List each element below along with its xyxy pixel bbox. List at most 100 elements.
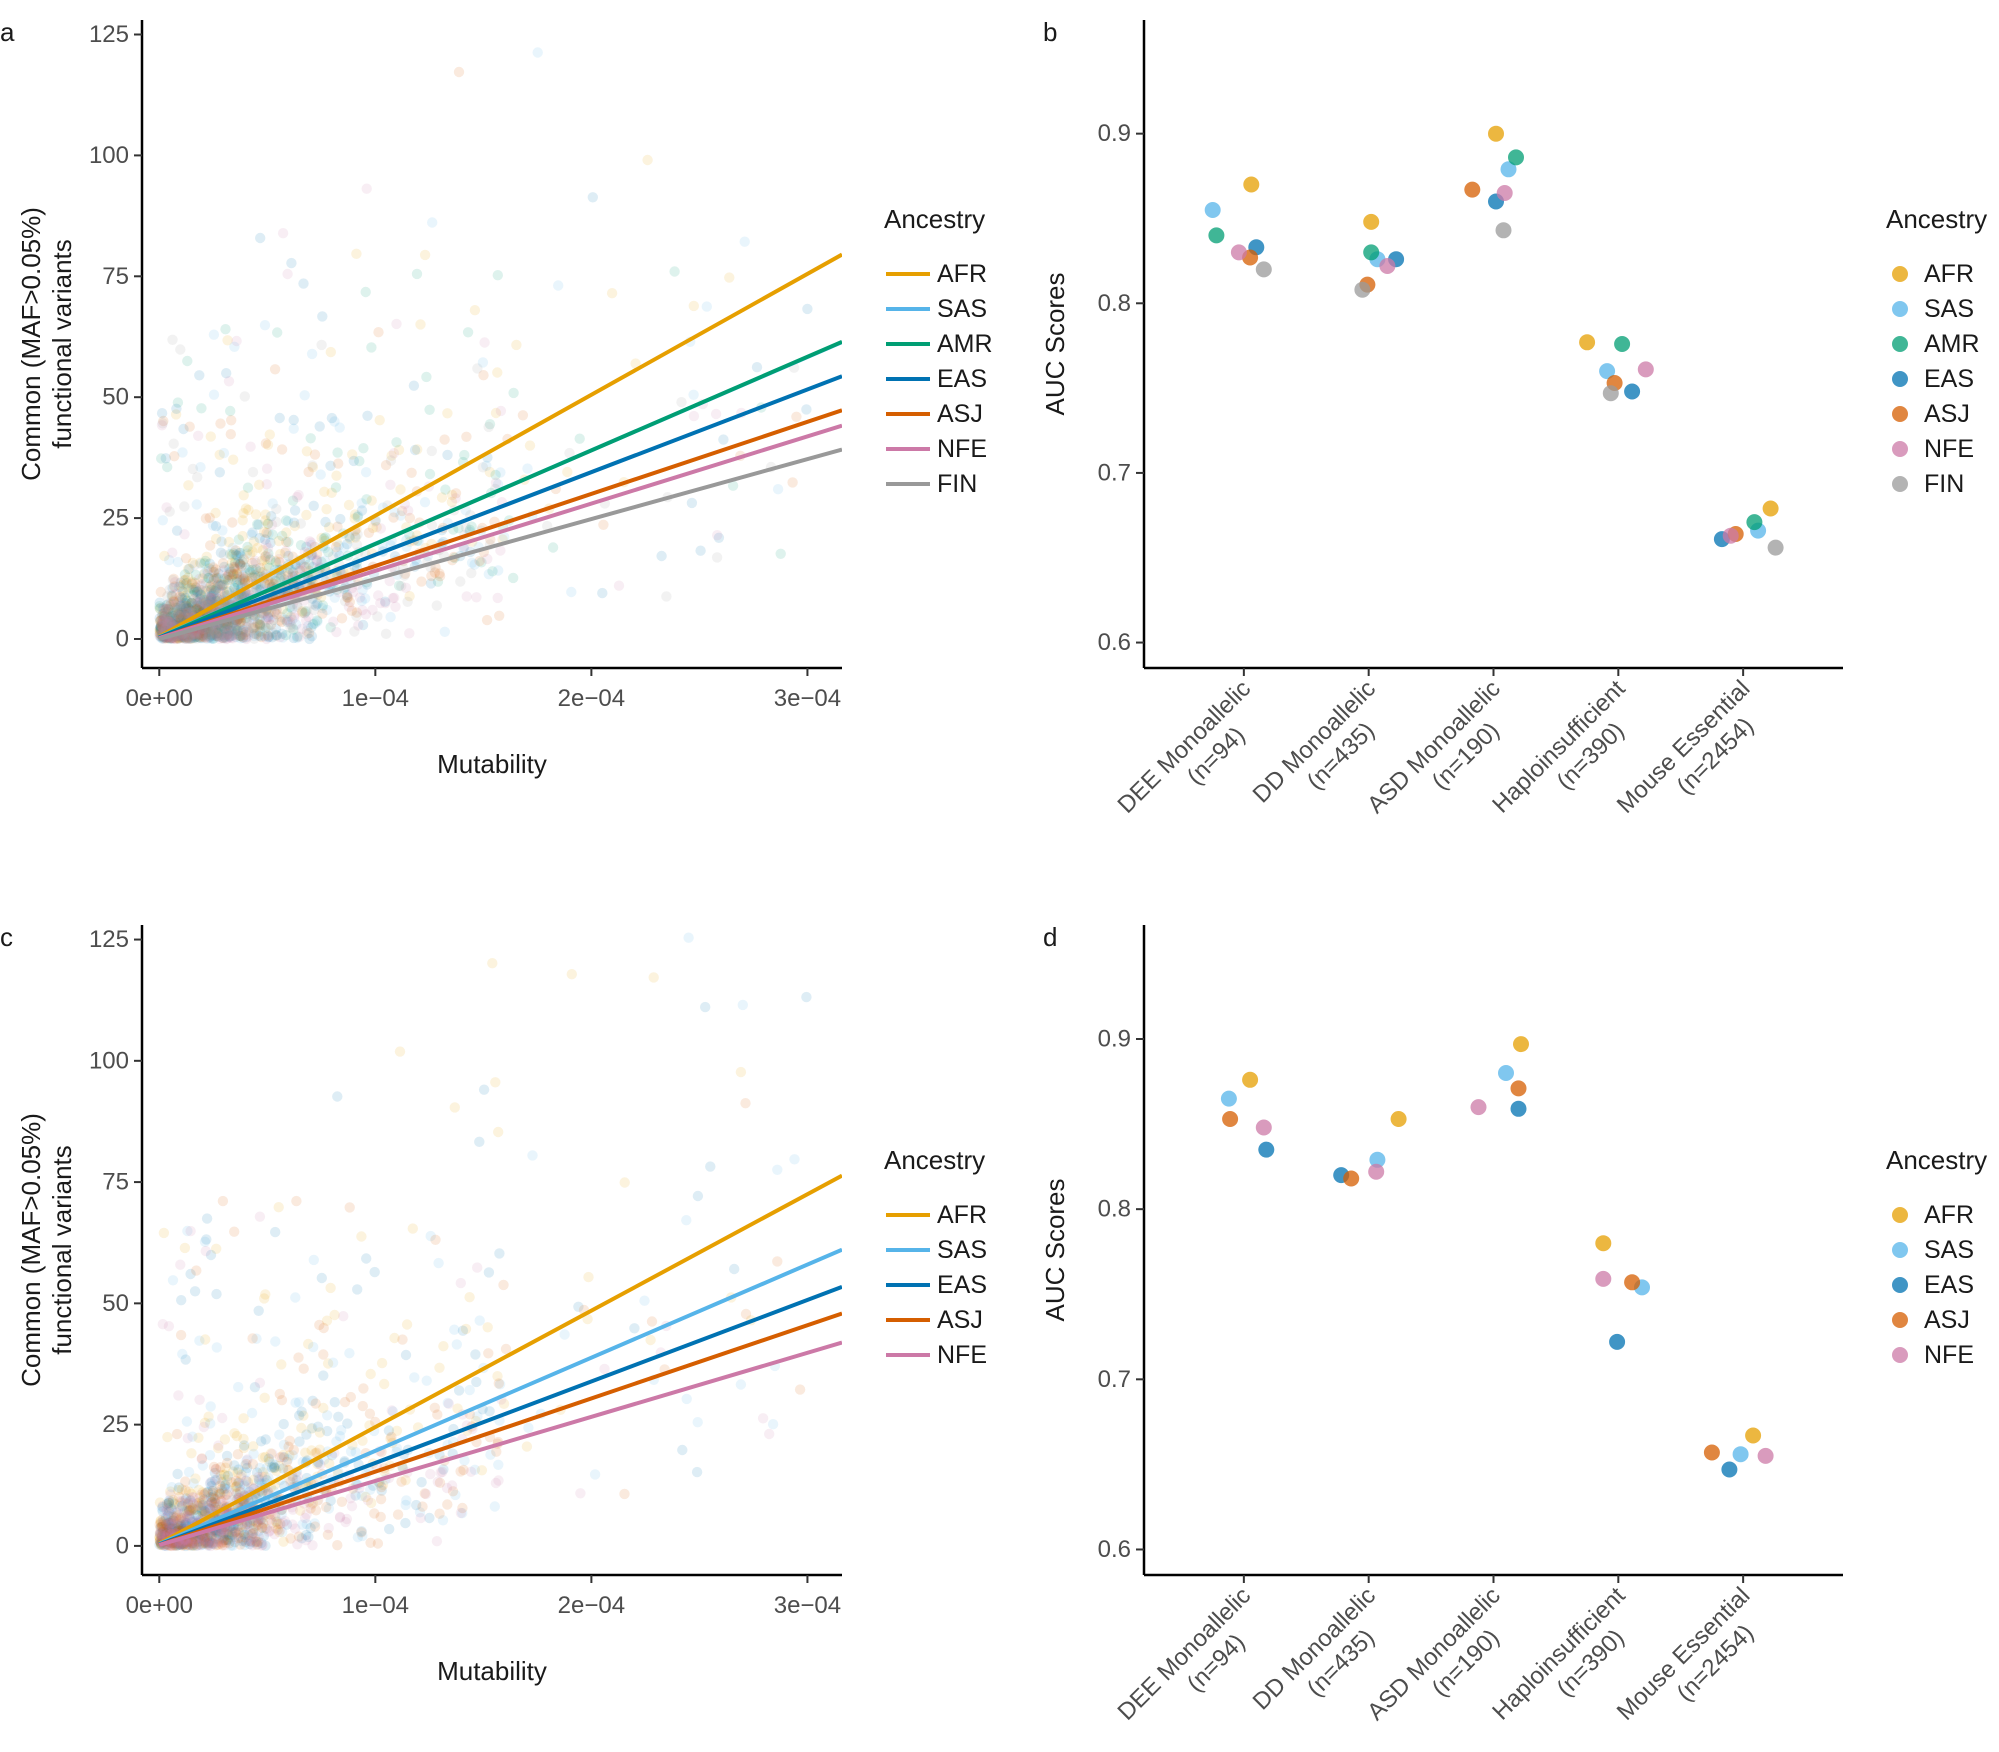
data-point bbox=[224, 631, 235, 643]
data-point bbox=[175, 605, 186, 616]
data-point bbox=[176, 1538, 187, 1550]
data-point bbox=[227, 1466, 239, 1477]
data-point bbox=[179, 633, 190, 644]
data-point bbox=[203, 1411, 214, 1422]
data-point bbox=[189, 1535, 201, 1546]
data-point bbox=[226, 624, 237, 636]
data-point bbox=[171, 525, 183, 536]
data-point bbox=[303, 611, 314, 622]
y-tick-label: 0 bbox=[116, 1532, 129, 1559]
data-point bbox=[209, 1497, 221, 1508]
data-point bbox=[206, 1497, 217, 1508]
data-point bbox=[166, 1511, 177, 1523]
data-point bbox=[281, 1456, 293, 1468]
data-point bbox=[235, 571, 247, 582]
data-point bbox=[220, 324, 231, 335]
data-point bbox=[219, 573, 230, 584]
data-point bbox=[197, 628, 208, 640]
data-point bbox=[450, 493, 461, 504]
legend-label-nfe: NFE bbox=[1924, 1341, 1974, 1369]
data-point bbox=[154, 601, 165, 612]
data-point bbox=[241, 1475, 252, 1486]
data-point bbox=[209, 567, 220, 578]
data-point bbox=[221, 1525, 232, 1537]
data-point bbox=[185, 1225, 196, 1237]
data-point bbox=[179, 609, 190, 621]
data-point bbox=[221, 1489, 233, 1500]
y-axis-title-line: functional variants bbox=[47, 1145, 77, 1355]
data-point bbox=[481, 460, 492, 471]
data-point bbox=[213, 1528, 224, 1539]
data-point bbox=[187, 578, 198, 589]
data-point bbox=[1379, 258, 1396, 274]
data-point bbox=[182, 1225, 193, 1237]
data-point bbox=[175, 1539, 186, 1550]
data-point bbox=[442, 449, 453, 461]
data-point bbox=[235, 547, 246, 559]
data-point bbox=[277, 530, 288, 542]
data-point bbox=[194, 584, 205, 595]
data-point bbox=[187, 557, 198, 569]
data-point bbox=[194, 1394, 205, 1406]
data-point bbox=[264, 614, 275, 625]
data-point bbox=[165, 1523, 176, 1534]
data-point bbox=[464, 1384, 475, 1396]
data-point bbox=[297, 607, 308, 618]
data-point bbox=[466, 567, 477, 579]
data-point bbox=[287, 567, 299, 578]
data-point bbox=[287, 614, 298, 625]
data-point bbox=[527, 1150, 538, 1161]
data-point bbox=[375, 597, 386, 609]
data-point bbox=[406, 467, 417, 478]
data-point bbox=[344, 531, 355, 542]
data-point bbox=[173, 607, 184, 618]
data-point bbox=[205, 1477, 216, 1488]
data-point bbox=[157, 621, 168, 632]
data-point bbox=[228, 566, 239, 577]
data-point bbox=[177, 1539, 189, 1550]
data-point bbox=[727, 480, 739, 491]
data-point bbox=[230, 1527, 241, 1538]
data-point bbox=[224, 1538, 235, 1549]
data-point bbox=[194, 1492, 206, 1503]
data-point bbox=[208, 389, 220, 400]
data-point bbox=[362, 410, 373, 421]
data-point bbox=[221, 1534, 232, 1546]
data-point bbox=[186, 606, 197, 617]
data-point bbox=[235, 1471, 247, 1483]
data-point bbox=[233, 1381, 244, 1393]
data-point bbox=[239, 1539, 250, 1551]
data-point bbox=[218, 1532, 229, 1544]
data-point bbox=[160, 1525, 171, 1537]
data-point bbox=[188, 584, 199, 595]
legend-key-amr bbox=[1892, 336, 1908, 352]
data-point bbox=[236, 1536, 248, 1547]
data-point bbox=[432, 576, 444, 587]
data-point bbox=[211, 631, 223, 642]
data-point bbox=[751, 362, 763, 373]
data-point bbox=[190, 1473, 201, 1484]
data-point bbox=[175, 1539, 187, 1550]
data-point bbox=[404, 591, 415, 602]
data-point bbox=[373, 590, 384, 601]
data-point bbox=[210, 584, 221, 595]
data-point bbox=[211, 628, 222, 639]
data-point bbox=[237, 570, 249, 581]
data-point bbox=[164, 1517, 175, 1529]
data-point bbox=[461, 591, 472, 602]
data-point bbox=[1513, 1036, 1529, 1053]
legend-label-asj: ASJ bbox=[937, 400, 983, 428]
data-point bbox=[190, 631, 201, 642]
data-point bbox=[280, 630, 292, 641]
data-point bbox=[187, 1431, 198, 1442]
data-point bbox=[247, 527, 258, 538]
data-point bbox=[219, 1483, 230, 1494]
data-point bbox=[175, 600, 186, 612]
data-point bbox=[219, 1534, 231, 1546]
data-point bbox=[210, 533, 222, 545]
data-point bbox=[204, 627, 215, 639]
data-point bbox=[204, 595, 216, 607]
data-point bbox=[1488, 125, 1504, 142]
data-point bbox=[1595, 1235, 1612, 1252]
